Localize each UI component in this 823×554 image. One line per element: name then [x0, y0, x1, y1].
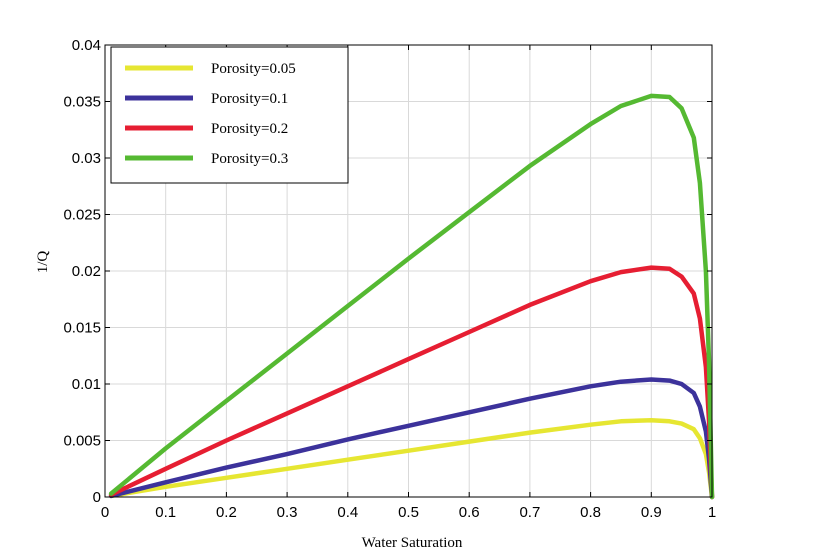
x-tick-label: 0.9 — [641, 504, 662, 521]
y-tick-label: 0.015 — [63, 320, 101, 337]
x-tick-label: 0.7 — [519, 504, 540, 521]
y-tick-label: 0.01 — [72, 376, 101, 393]
legend-label: Porosity=0.05 — [211, 61, 296, 77]
x-tick-label: 0.4 — [337, 504, 358, 521]
x-tick-label: 0.8 — [580, 504, 601, 521]
series-layer — [108, 93, 715, 500]
x-tick-label: 0.1 — [155, 504, 176, 521]
x-tick-label: 0.3 — [277, 504, 298, 521]
x-tick-label: 1 — [708, 504, 716, 521]
y-tick-label: 0.04 — [72, 37, 101, 54]
y-tick-label: 0.005 — [63, 433, 101, 450]
x-tick-label: 0 — [101, 504, 109, 521]
x-tick-label: 0.5 — [398, 504, 419, 521]
x-tick-label: 0.6 — [459, 504, 480, 521]
y-tick-label: 0.025 — [63, 207, 101, 224]
y-axis-label: 1/Q — [35, 251, 51, 274]
axis-ticks: 0 0.1 0.2 0.3 0.4 0.5 0.6 0.7 0.8 0.9 1 0 0.005 0.01 0… — [63, 37, 716, 521]
y-tick-label: 0.03 — [72, 150, 101, 167]
series-line-2 — [108, 377, 715, 500]
legend: Porosity=0.05 Porosity=0.1 Porosity=0.2 Por… — [110, 46, 349, 184]
legend-label: Porosity=0.3 — [211, 151, 288, 167]
legend-label: Porosity=0.1 — [211, 91, 288, 107]
legend-label: Porosity=0.2 — [211, 121, 288, 137]
x-axis-label: Water Saturation — [362, 535, 463, 551]
y-tick-label: 0.02 — [72, 263, 101, 280]
series-line-3 — [108, 265, 715, 500]
x-tick-label: 0.2 — [216, 504, 237, 521]
series-line-4 — [108, 93, 715, 500]
series-line-1 — [108, 417, 715, 500]
y-tick-label: 0 — [93, 489, 101, 506]
y-tick-label: 0.035 — [63, 94, 101, 111]
